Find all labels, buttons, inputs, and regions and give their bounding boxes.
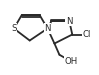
Text: OH: OH [65, 57, 78, 66]
Text: N: N [44, 24, 51, 33]
Text: N: N [66, 16, 73, 26]
Text: Cl: Cl [83, 30, 91, 39]
Text: S: S [11, 24, 17, 33]
